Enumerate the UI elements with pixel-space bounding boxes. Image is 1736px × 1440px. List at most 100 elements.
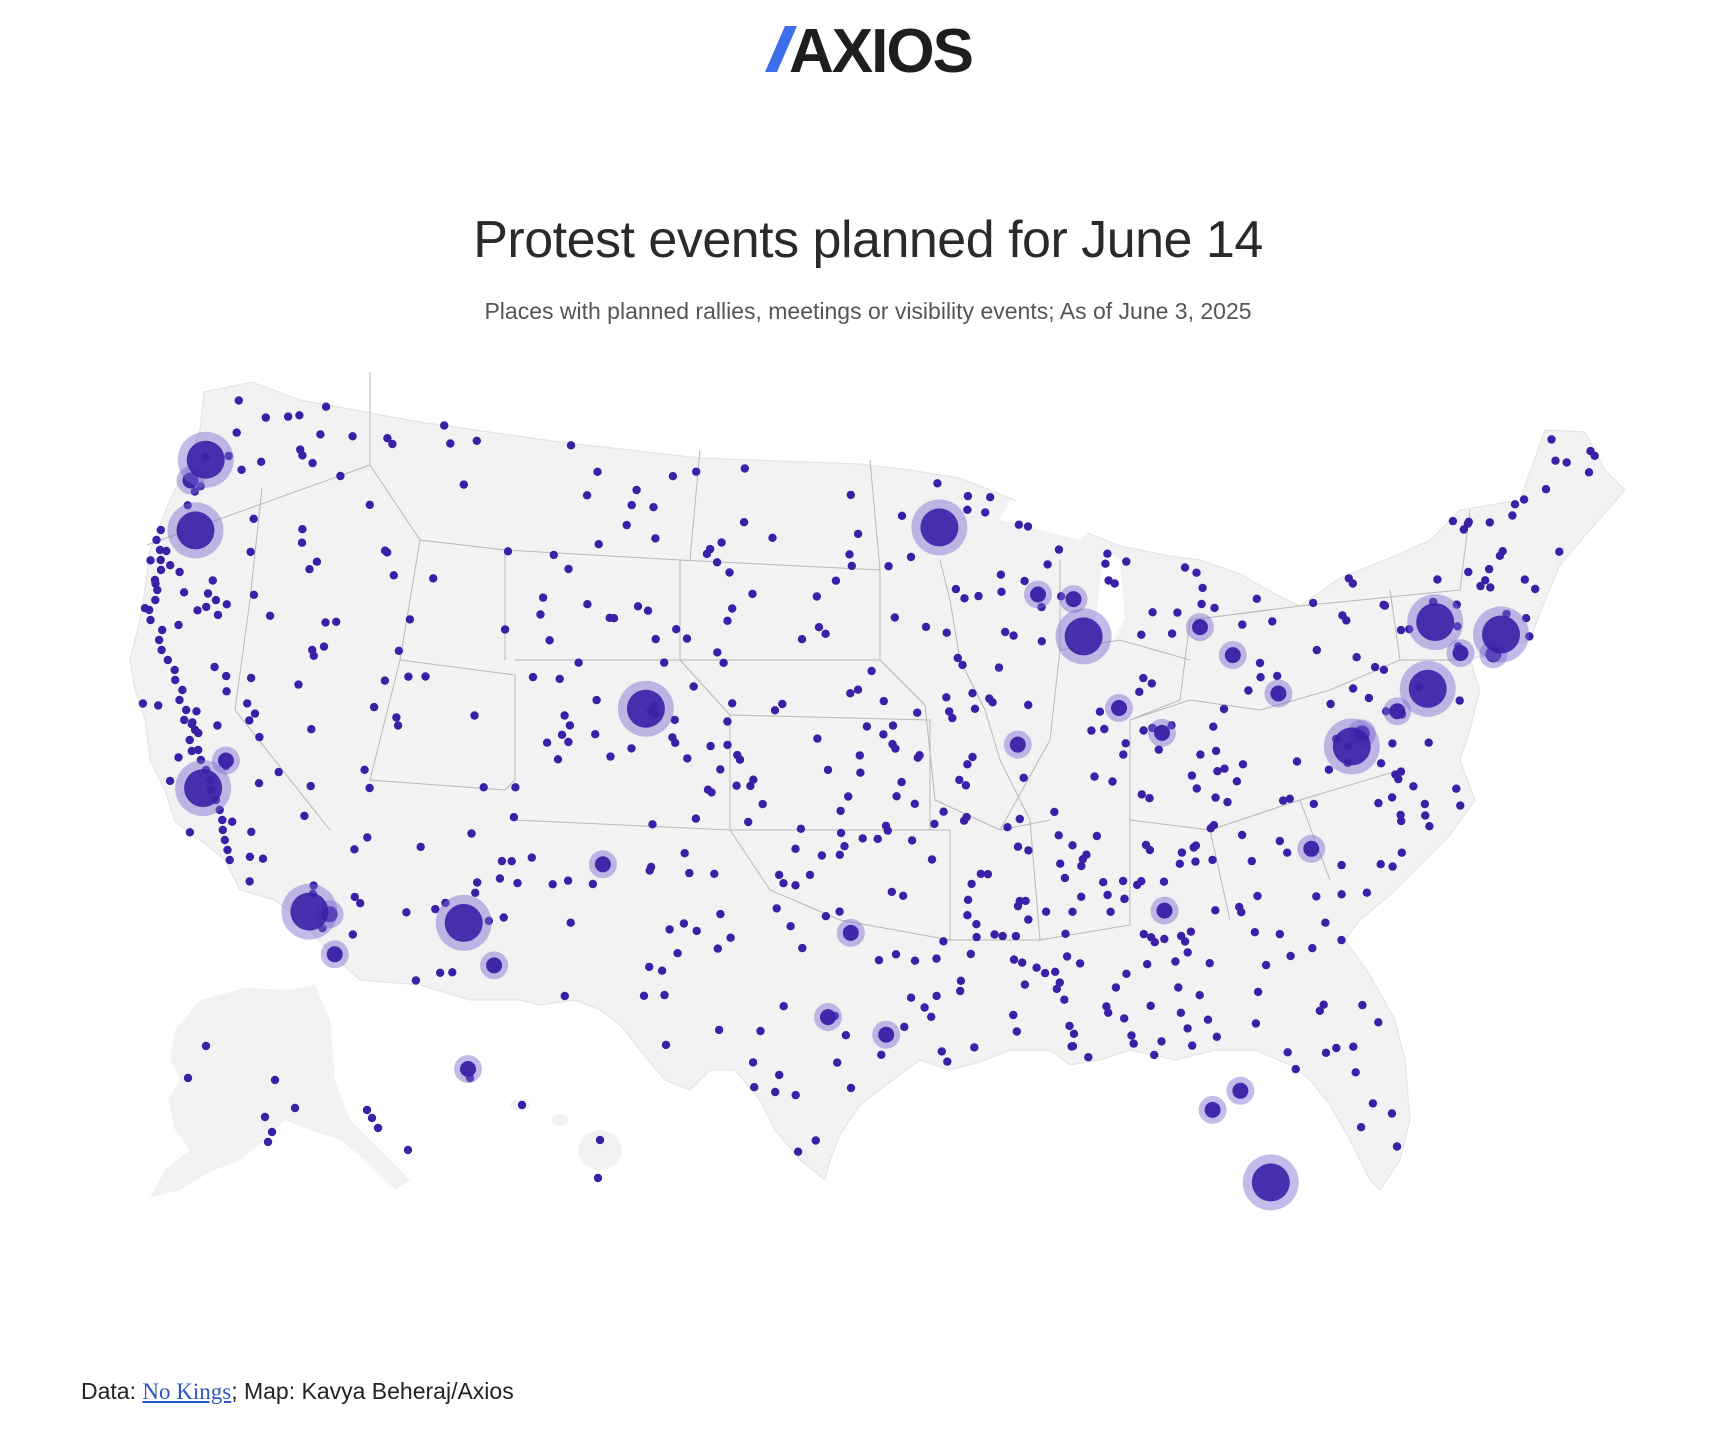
event-dot bbox=[1364, 693, 1374, 703]
medium-event-dot bbox=[1303, 840, 1320, 857]
event-dot bbox=[1205, 959, 1214, 968]
event-dot bbox=[1321, 1048, 1331, 1057]
event-dot bbox=[321, 402, 331, 411]
event-dot bbox=[1324, 765, 1334, 774]
event-dot bbox=[1100, 724, 1109, 734]
event-dot bbox=[1348, 579, 1358, 588]
event-dot bbox=[835, 907, 844, 916]
event-dot bbox=[1167, 721, 1176, 730]
event-dot bbox=[228, 817, 237, 826]
event-dot bbox=[260, 1112, 270, 1122]
event-dot bbox=[511, 783, 520, 792]
large-event-dot bbox=[1482, 615, 1520, 654]
event-dot bbox=[1337, 890, 1346, 899]
event-dot bbox=[1376, 860, 1385, 869]
event-dot bbox=[879, 696, 888, 706]
event-dot bbox=[627, 744, 636, 753]
event-dot bbox=[645, 866, 654, 875]
event-dot bbox=[298, 451, 307, 460]
event-dot bbox=[750, 1083, 759, 1092]
event-dot bbox=[392, 713, 401, 722]
event-dot bbox=[222, 687, 231, 696]
event-dot bbox=[717, 538, 726, 547]
event-dot bbox=[165, 776, 175, 786]
event-dot bbox=[1024, 915, 1033, 924]
event-dot bbox=[222, 671, 231, 681]
event-dot bbox=[648, 820, 657, 829]
event-dot bbox=[719, 658, 728, 667]
event-dot bbox=[953, 653, 962, 663]
event-dot bbox=[1068, 1042, 1078, 1051]
event-dot bbox=[970, 704, 980, 713]
event-dot bbox=[1103, 890, 1112, 900]
large-event-dot bbox=[186, 440, 225, 479]
event-dot bbox=[951, 584, 961, 594]
event-dot bbox=[1175, 859, 1185, 868]
event-dot bbox=[1171, 957, 1180, 966]
medium-event-dot bbox=[460, 1061, 476, 1077]
event-dot bbox=[1397, 816, 1406, 826]
event-dot bbox=[713, 944, 722, 953]
event-dot bbox=[1187, 771, 1197, 780]
event-dot bbox=[267, 1127, 277, 1137]
event-dot bbox=[308, 458, 317, 468]
event-dot bbox=[1562, 458, 1571, 467]
event-dot bbox=[213, 721, 222, 730]
event-dot bbox=[716, 765, 725, 774]
event-dot bbox=[906, 993, 916, 1002]
event-dot bbox=[1211, 906, 1220, 915]
event-dot bbox=[856, 768, 865, 777]
event-dot bbox=[170, 665, 179, 675]
event-dot bbox=[1102, 1002, 1111, 1011]
event-dot bbox=[1396, 625, 1406, 635]
event-dot bbox=[553, 755, 563, 764]
event-dot bbox=[1174, 983, 1183, 992]
event-dot bbox=[910, 799, 919, 808]
event-dot bbox=[797, 635, 807, 644]
medium-event-dot bbox=[842, 924, 859, 941]
event-dot bbox=[770, 706, 780, 715]
hawaii-land bbox=[460, 1073, 622, 1170]
event-dot bbox=[1584, 468, 1594, 477]
event-dot bbox=[853, 529, 863, 539]
event-dot bbox=[254, 779, 264, 788]
event-dot bbox=[735, 755, 745, 764]
event-dot bbox=[527, 853, 536, 862]
event-dot bbox=[921, 622, 931, 632]
medium-event-dot bbox=[1030, 586, 1046, 603]
event-dot bbox=[1256, 673, 1265, 682]
event-dot bbox=[574, 658, 583, 667]
medium-event-dot bbox=[1224, 647, 1241, 664]
event-dot bbox=[183, 501, 192, 510]
event-dot bbox=[779, 879, 788, 888]
event-dot bbox=[431, 904, 440, 914]
event-dot bbox=[564, 564, 573, 574]
event-dot bbox=[1255, 658, 1265, 668]
event-dot bbox=[1084, 1053, 1093, 1062]
event-dot bbox=[668, 472, 678, 481]
event-dot bbox=[1159, 877, 1169, 886]
event-dot bbox=[1211, 746, 1221, 756]
event-dot bbox=[1251, 1019, 1261, 1028]
event-dot bbox=[891, 744, 900, 753]
event-dot bbox=[1368, 1099, 1378, 1108]
event-dot bbox=[245, 852, 255, 861]
large-event-dot bbox=[626, 689, 665, 728]
event-dot bbox=[1238, 620, 1247, 629]
event-dot bbox=[814, 623, 824, 632]
event-dot bbox=[1391, 770, 1400, 779]
border-east bbox=[1129, 659, 1460, 921]
event-dot bbox=[152, 535, 161, 545]
event-dot bbox=[1237, 830, 1247, 840]
event-dot bbox=[1319, 1000, 1328, 1009]
event-dot bbox=[549, 550, 558, 560]
no-kings-source-link[interactable]: No Kings bbox=[142, 1379, 232, 1404]
event-dot bbox=[846, 490, 855, 500]
event-dot bbox=[874, 956, 884, 965]
land-layer bbox=[129, 381, 1626, 1198]
event-dot bbox=[1541, 485, 1551, 494]
event-dot bbox=[1062, 952, 1072, 961]
medium-event-dot bbox=[1270, 685, 1287, 702]
event-dot bbox=[1191, 857, 1200, 866]
event-dot bbox=[190, 487, 199, 496]
